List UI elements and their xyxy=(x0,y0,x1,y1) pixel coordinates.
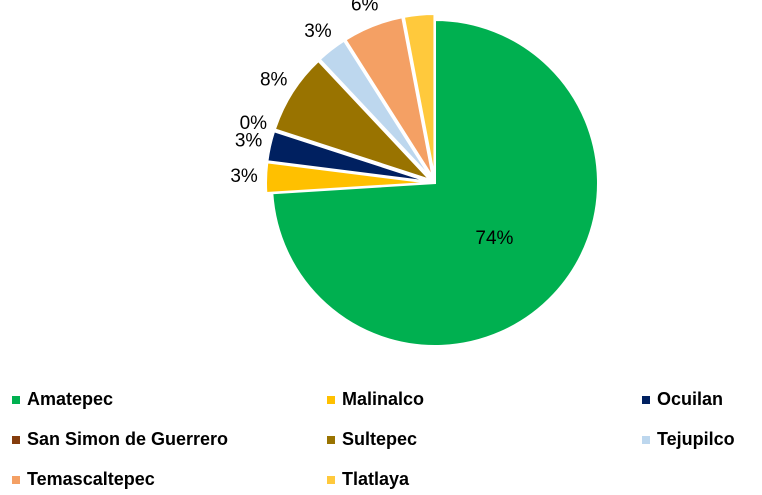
legend-swatch xyxy=(327,396,335,404)
pie-slice xyxy=(402,13,436,178)
data-label: 3% xyxy=(304,21,332,42)
data-label: 3% xyxy=(235,130,263,151)
legend-label: Temascaltepec xyxy=(27,469,155,489)
data-label: 8% xyxy=(260,70,288,91)
legend-label: Malinalco xyxy=(342,389,424,409)
pie-slice xyxy=(273,59,431,181)
legend-label: Tejupilco xyxy=(657,429,735,449)
pie-slice xyxy=(318,39,433,179)
legend-label: Tlatlaya xyxy=(342,469,410,489)
pie-slice xyxy=(265,161,430,195)
legend-label: Amatepec xyxy=(27,389,113,409)
data-label: 3% xyxy=(230,166,258,187)
legend-label: San Simon de Guerrero xyxy=(27,429,228,449)
legend-swatch xyxy=(12,476,20,484)
data-label: 74% xyxy=(475,228,513,249)
legend-swatch xyxy=(12,396,20,404)
legend-swatch xyxy=(642,396,650,404)
data-label: 3% xyxy=(403,0,431,3)
pie-slice xyxy=(271,18,599,347)
pie-slice xyxy=(344,16,434,178)
legend-swatch xyxy=(12,436,20,444)
data-label: 6% xyxy=(351,0,379,15)
legend-label: Ocuilan xyxy=(657,389,723,409)
legend-swatch xyxy=(642,436,650,444)
legend-swatch xyxy=(327,436,335,444)
legend-label: Sultepec xyxy=(342,429,417,449)
data-label: 0% xyxy=(240,113,268,134)
legend-swatch xyxy=(327,476,335,484)
